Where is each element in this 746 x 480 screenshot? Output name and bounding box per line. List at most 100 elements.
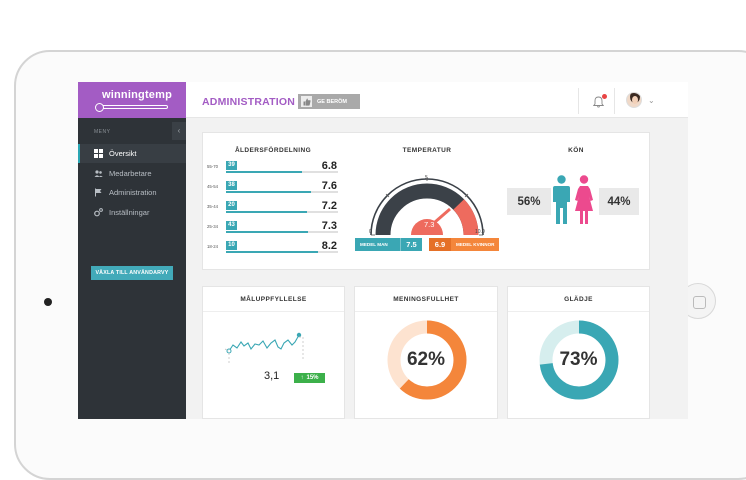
age-count-badge: 43 bbox=[226, 221, 237, 230]
male-icon bbox=[553, 175, 570, 224]
age-bar-track bbox=[226, 231, 338, 233]
age-row: 45-54 38 7.6 bbox=[207, 180, 338, 194]
sidebar-item-label: Administration bbox=[109, 188, 157, 197]
age-range: 35-44 bbox=[207, 204, 218, 209]
legend-men-label: MEDEL MAN bbox=[360, 242, 388, 247]
gender-title: KÖN bbox=[568, 147, 584, 154]
age-bar-track bbox=[226, 171, 338, 173]
gender-men-box: 56% bbox=[507, 188, 551, 215]
age-bar-fill bbox=[226, 171, 303, 173]
top-header: ADMINISTRATION GE BERÖM ⌄ bbox=[186, 82, 688, 118]
age-row: 25-34 43 7.3 bbox=[207, 220, 338, 234]
legend-men-average: MEDEL MAN 7.5 bbox=[355, 238, 422, 251]
panel-divider bbox=[355, 311, 497, 312]
joy-panel: GLÄDJE 73% bbox=[507, 286, 650, 419]
goal-trend-chart bbox=[224, 332, 304, 364]
sidebar-item-installningar[interactable]: Inställningar bbox=[78, 203, 186, 222]
flag-icon bbox=[94, 188, 103, 197]
joy-donut bbox=[539, 320, 619, 400]
page-title: ADMINISTRATION bbox=[202, 96, 296, 108]
logo-thermometer-icon bbox=[95, 103, 168, 112]
gender-women-box: 44% bbox=[599, 188, 639, 215]
sidebar-item-label: Inställningar bbox=[109, 208, 150, 217]
temperature-title: TEMPERATUR bbox=[402, 147, 452, 154]
temperature-scale-min: 0 bbox=[369, 229, 372, 235]
age-bar-fill bbox=[226, 211, 307, 213]
meaningfulness-title: MENINGSFULLHET bbox=[393, 296, 459, 303]
age-range: 25-34 bbox=[207, 224, 218, 229]
goal-fulfilment-panel: MÅLUPPFYLLELSE 3,1 ↑ 15% bbox=[202, 286, 345, 419]
menu-label: MENY bbox=[94, 129, 111, 135]
panel-divider bbox=[508, 311, 649, 312]
age-bar-track bbox=[226, 251, 338, 253]
goal-fulfilment-title: MÅLUPPFYLLELSE bbox=[240, 296, 307, 303]
age-distribution-title: ÅLDERSFÖRDELNING bbox=[234, 147, 312, 154]
female-icon bbox=[575, 175, 593, 224]
age-row: 35-44 20 7.2 bbox=[207, 200, 338, 214]
give-praise-button[interactable]: GE BERÖM bbox=[298, 94, 360, 109]
grid-icon bbox=[94, 149, 103, 158]
age-range: 55-70 bbox=[207, 164, 218, 169]
age-bar-track bbox=[226, 191, 338, 193]
sidebar-item-medarbetare[interactable]: Medarbetare bbox=[78, 164, 186, 183]
chevron-down-icon[interactable]: ⌄ bbox=[648, 96, 655, 105]
age-value: 7.2 bbox=[321, 200, 337, 212]
age-value: 6.8 bbox=[321, 160, 337, 172]
meaningfulness-donut-arc bbox=[387, 320, 467, 400]
age-bar-fill bbox=[226, 231, 308, 233]
overview-panel: ÅLDERSFÖRDELNING 55-70 39 6.8 45-54 38 7.6 35-… bbox=[202, 132, 650, 270]
tablet-camera bbox=[44, 298, 52, 306]
age-range: 45-54 bbox=[207, 184, 218, 189]
meaningfulness-donut bbox=[387, 320, 467, 400]
switch-to-user-view-button[interactable]: VÄXLA TILL ANVÄNDARVY bbox=[91, 266, 173, 280]
age-value: 8.2 bbox=[321, 240, 337, 252]
header-divider bbox=[614, 88, 615, 114]
age-count-badge: 39 bbox=[226, 161, 237, 170]
arrow-up-icon: ↑ bbox=[300, 375, 304, 381]
gender-women-percent: 44% bbox=[607, 195, 631, 208]
sidebar-item-administration[interactable]: Administration bbox=[78, 183, 186, 202]
age-row: 18-24 10 8.2 bbox=[207, 240, 338, 254]
notification-badge bbox=[602, 94, 607, 99]
age-bar-fill bbox=[226, 251, 318, 253]
joy-donut-arc bbox=[539, 320, 619, 400]
sidebar-item-label: Medarbetare bbox=[109, 169, 152, 178]
gender-men-percent: 56% bbox=[517, 195, 541, 208]
thumbs-up-icon bbox=[301, 96, 312, 107]
temperature-gauge bbox=[370, 177, 484, 236]
notifications-bell-icon[interactable] bbox=[592, 95, 605, 113]
user-avatar[interactable] bbox=[626, 92, 642, 108]
age-row: 55-70 39 6.8 bbox=[207, 160, 338, 174]
logo[interactable]: winningtemp bbox=[78, 82, 186, 118]
age-count-badge: 38 bbox=[226, 181, 237, 190]
age-value: 7.3 bbox=[321, 220, 337, 232]
panel-divider bbox=[203, 311, 344, 312]
app-screen: winningtemp MENY ‹ Översikt Medarbetare … bbox=[78, 82, 688, 419]
temperature-scale-mid: 5 bbox=[425, 175, 428, 181]
legend-men-value: 7.5 bbox=[400, 238, 422, 251]
collapse-sidebar-button[interactable]: ‹ bbox=[172, 122, 186, 140]
logo-text: winningtemp bbox=[102, 89, 173, 101]
joy-percent: 73% bbox=[559, 349, 598, 370]
goal-delta-value: 15% bbox=[306, 375, 319, 381]
goal-delta-badge: ↑ 15% bbox=[294, 373, 325, 383]
legend-women-average: 6.9 MEDEL KVINNOR bbox=[429, 238, 499, 251]
temperature-value: 7.3 bbox=[424, 220, 435, 229]
meaningfulness-percent: 62% bbox=[406, 349, 446, 370]
users-icon bbox=[94, 169, 103, 178]
age-count-badge: 10 bbox=[226, 241, 237, 250]
age-count-badge: 20 bbox=[226, 201, 237, 210]
joy-title: GLÄDJE bbox=[564, 296, 593, 303]
age-range: 18-24 bbox=[207, 244, 218, 249]
age-bar-track bbox=[226, 211, 338, 213]
legend-women-value: 6.9 bbox=[429, 238, 451, 251]
gear-icon bbox=[94, 208, 103, 217]
temperature-scale-max: 10.0 bbox=[475, 229, 485, 235]
temperature-gauge-fill bbox=[453, 199, 479, 236]
meaningfulness-panel: MENINGSFULLHET 62% bbox=[354, 286, 498, 419]
sidebar-item-label: Översikt bbox=[109, 149, 137, 158]
goal-value: 3,1 bbox=[264, 370, 280, 382]
sidebar-item-oversikt[interactable]: Översikt bbox=[78, 144, 186, 163]
legend-women-label: MEDEL KVINNOR bbox=[456, 242, 495, 247]
sidebar: winningtemp MENY ‹ Översikt Medarbetare … bbox=[78, 82, 186, 419]
